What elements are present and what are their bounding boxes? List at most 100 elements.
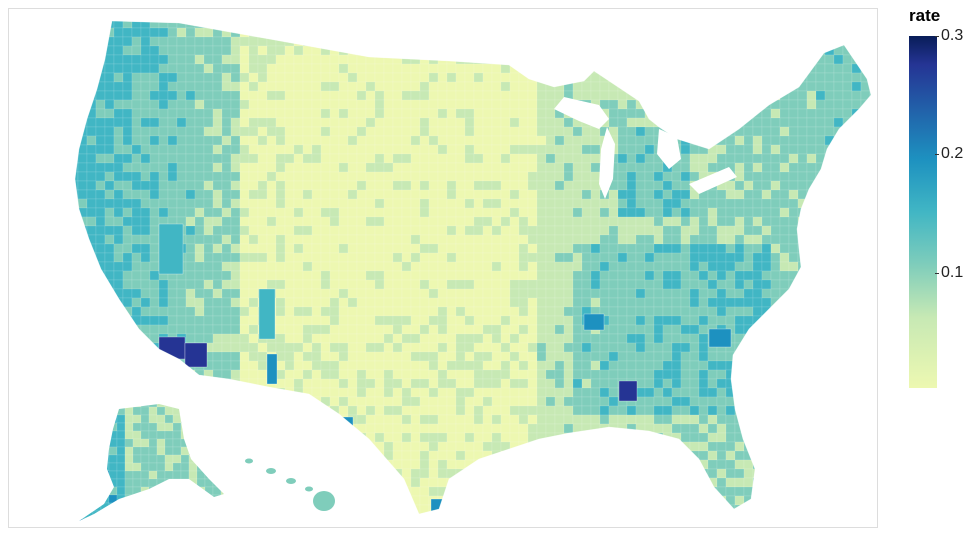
county-cell[interactable] xyxy=(734,378,745,389)
county-cell[interactable] xyxy=(122,261,133,272)
county-cell[interactable] xyxy=(401,54,412,65)
county-cell[interactable] xyxy=(365,63,376,74)
county-cell[interactable] xyxy=(770,306,781,317)
county-cell[interactable] xyxy=(860,252,871,263)
county-cell[interactable] xyxy=(761,243,772,254)
county-cell[interactable] xyxy=(113,324,124,335)
county-cell[interactable] xyxy=(392,513,403,523)
county-cell[interactable] xyxy=(833,360,844,371)
county-cell[interactable] xyxy=(464,198,475,209)
county-cell[interactable] xyxy=(779,207,790,218)
county-cell[interactable] xyxy=(824,450,835,461)
county-cell[interactable] xyxy=(284,459,295,470)
county-cell[interactable] xyxy=(275,450,286,461)
county-cell[interactable] xyxy=(374,477,385,488)
county-cell[interactable] xyxy=(752,396,763,407)
county-cell[interactable] xyxy=(833,369,844,380)
county-cell[interactable] xyxy=(680,486,691,497)
county-cell[interactable] xyxy=(401,126,412,137)
county-cell[interactable] xyxy=(284,54,295,65)
county-cell[interactable] xyxy=(86,216,97,227)
county-cell[interactable] xyxy=(806,81,817,92)
county-cell[interactable] xyxy=(140,171,151,182)
county-cell[interactable] xyxy=(419,153,430,164)
county-cell[interactable] xyxy=(590,171,601,182)
county-cell[interactable] xyxy=(563,135,574,146)
county-cell[interactable] xyxy=(527,270,538,281)
county-cell[interactable] xyxy=(500,36,511,47)
county-cell[interactable] xyxy=(842,369,853,380)
county-cell[interactable] xyxy=(860,270,871,281)
county-cell[interactable] xyxy=(176,45,187,56)
county-cell[interactable] xyxy=(392,45,403,56)
county-cell[interactable] xyxy=(536,459,547,470)
county-cell[interactable] xyxy=(482,225,493,236)
county-cell[interactable] xyxy=(698,90,709,101)
county-cell[interactable] xyxy=(599,396,610,407)
county-cell[interactable] xyxy=(734,36,745,47)
county-cell[interactable] xyxy=(212,243,223,254)
county-cell[interactable] xyxy=(86,459,97,470)
county-cell[interactable] xyxy=(824,297,835,308)
county-cell[interactable] xyxy=(563,333,574,344)
county-cell[interactable] xyxy=(707,162,718,173)
county-cell[interactable] xyxy=(779,63,790,74)
county-cell[interactable] xyxy=(500,108,511,119)
county-cell[interactable] xyxy=(806,414,817,425)
county-cell[interactable] xyxy=(788,324,799,335)
county-cell[interactable] xyxy=(338,162,349,173)
county-cell[interactable] xyxy=(149,54,160,65)
county-cell[interactable] xyxy=(617,63,628,74)
county-cell[interactable] xyxy=(536,207,547,218)
county-cell[interactable] xyxy=(203,306,214,317)
county-cell[interactable] xyxy=(257,234,268,245)
county-cell[interactable] xyxy=(176,378,187,389)
county-cell[interactable] xyxy=(842,207,853,218)
county-cell[interactable] xyxy=(572,378,583,389)
county-cell[interactable] xyxy=(239,378,250,389)
county-cell[interactable] xyxy=(455,288,466,299)
county-cell[interactable] xyxy=(356,126,367,137)
county-cell[interactable] xyxy=(437,99,448,110)
county-cell[interactable] xyxy=(590,45,601,56)
county-cell[interactable] xyxy=(599,19,610,29)
county-cell[interactable] xyxy=(626,486,637,497)
county-cell[interactable] xyxy=(77,396,88,407)
county-cell[interactable] xyxy=(770,243,781,254)
county-cell[interactable] xyxy=(671,19,682,29)
county-cell[interactable] xyxy=(824,207,835,218)
county-cell[interactable] xyxy=(455,153,466,164)
county-cell[interactable] xyxy=(734,297,745,308)
county-cell[interactable] xyxy=(302,441,313,452)
county-cell[interactable] xyxy=(374,243,385,254)
county-cell[interactable] xyxy=(284,342,295,353)
county-cell[interactable] xyxy=(851,216,862,227)
county-cell[interactable] xyxy=(446,477,457,488)
county-cell[interactable] xyxy=(69,306,79,317)
county-cell[interactable] xyxy=(653,171,664,182)
county-cell[interactable] xyxy=(257,153,268,164)
county-cell[interactable] xyxy=(464,495,475,506)
county-cell[interactable] xyxy=(725,72,736,83)
county-cell[interactable] xyxy=(392,504,403,514)
county-cell[interactable] xyxy=(860,351,871,362)
county-cell[interactable] xyxy=(716,288,727,299)
county-cell[interactable] xyxy=(239,180,250,191)
county-cell[interactable] xyxy=(77,252,88,263)
county-cell[interactable] xyxy=(311,414,322,425)
county-cell[interactable] xyxy=(356,27,367,38)
county-cell[interactable] xyxy=(356,441,367,452)
county-cell[interactable] xyxy=(230,117,241,128)
county-cell[interactable] xyxy=(392,369,403,380)
county-cell[interactable] xyxy=(230,351,241,362)
county-cell[interactable] xyxy=(608,396,619,407)
county-cell[interactable] xyxy=(410,153,421,164)
county-cell[interactable] xyxy=(338,225,349,236)
county-cell[interactable] xyxy=(473,45,484,56)
county-cell[interactable] xyxy=(392,432,403,443)
county-cell[interactable] xyxy=(284,495,295,506)
county-cell[interactable] xyxy=(536,405,547,416)
county-cell[interactable] xyxy=(86,423,97,434)
county-cell[interactable] xyxy=(860,198,871,209)
county-cell[interactable] xyxy=(257,171,268,182)
